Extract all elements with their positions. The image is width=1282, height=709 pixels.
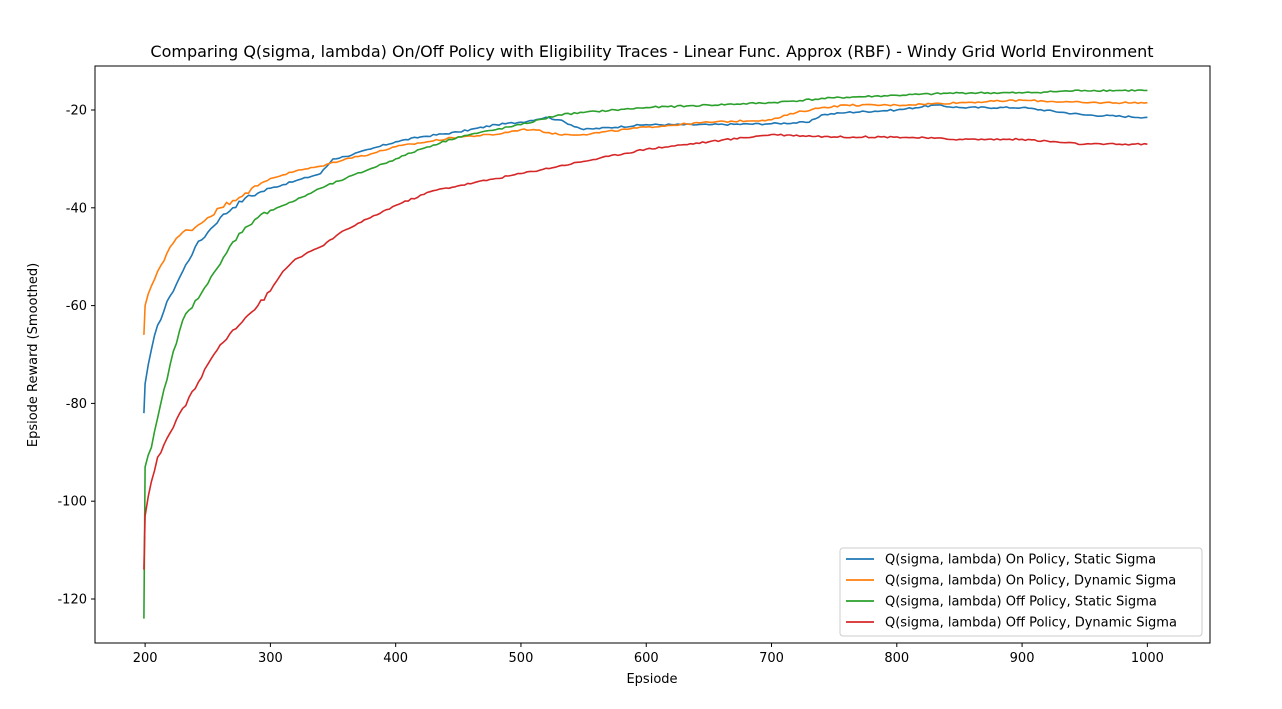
- y-tick-label: -120: [57, 592, 87, 607]
- y-tick-label: -100: [57, 495, 87, 510]
- legend-box: [839, 547, 1203, 637]
- x-tick-label: 600: [634, 651, 659, 666]
- series-layer: [143, 89, 1148, 619]
- legend-label: Q(sigma, lambda) On Policy, Static Sigma: [885, 553, 1156, 568]
- x-axis: 200 300 400 500 600 700 800 900 1000: [133, 643, 1164, 666]
- series-line-2: [143, 99, 1148, 335]
- x-tick-label: 200: [133, 651, 158, 666]
- x-tick-label: 300: [258, 651, 283, 666]
- series-line-4: [143, 133, 1148, 570]
- legend-label: Q(sigma, lambda) Off Policy, Dynamic Sig…: [885, 616, 1177, 631]
- chart-title: Comparing Q(sigma, lambda) On/Off Policy…: [150, 42, 1153, 61]
- y-axis-title: Epsiode Reward (Smoothed): [26, 263, 41, 447]
- plot-frame: [94, 65, 1211, 644]
- y-tick-label: -80: [66, 397, 87, 412]
- y-tick-label: -60: [66, 299, 87, 314]
- x-tick-label: 1000: [1131, 651, 1164, 666]
- legend-label: Q(sigma, lambda) Off Policy, Static Sigm…: [885, 595, 1157, 610]
- y-tick-label: -40: [66, 201, 87, 216]
- x-tick-label: 900: [1010, 651, 1035, 666]
- x-tick-label: 700: [759, 651, 784, 666]
- x-tick-label: 800: [884, 651, 909, 666]
- legend-label: Q(sigma, lambda) On Policy, Dynamic Sigm…: [885, 574, 1176, 589]
- series-line-1: [143, 104, 1148, 414]
- x-tick-label: 500: [509, 651, 534, 666]
- y-axis: -120 -100 -80 -60 -40 -20: [57, 104, 95, 607]
- x-axis-title: Epsiode: [626, 672, 677, 687]
- x-tick-label: 400: [383, 651, 408, 666]
- legend: Q(sigma, lambda) On Policy, Static Sigma…: [839, 547, 1203, 637]
- y-tick-label: -20: [66, 104, 87, 119]
- series-line-3: [143, 89, 1148, 619]
